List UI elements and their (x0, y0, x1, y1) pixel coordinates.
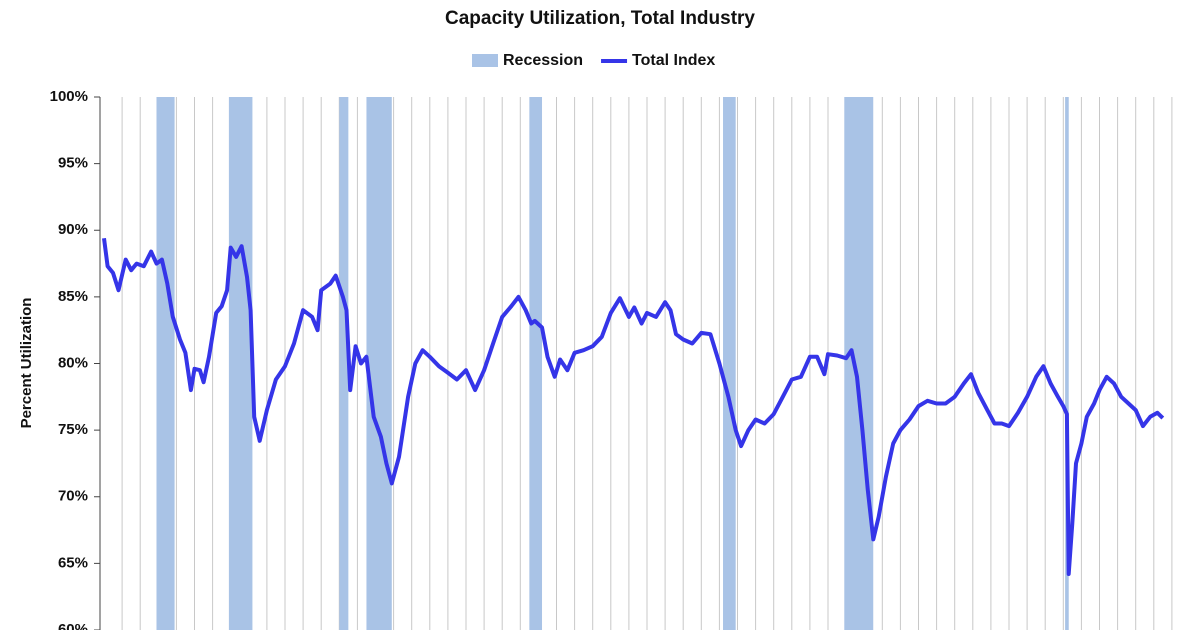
recession-band (1065, 97, 1069, 630)
recession-band (228, 97, 253, 630)
recession-band (844, 97, 874, 630)
legend-label: Total Index (632, 52, 715, 69)
y-tick-label: 80% (58, 354, 88, 371)
recession-band (366, 97, 392, 630)
y-tick-label: 95% (58, 155, 88, 172)
y-tick-label: 75% (58, 421, 88, 438)
recession-band (723, 97, 736, 630)
y-axis-label: Percent Utilization (18, 298, 35, 429)
y-tick-label: 65% (58, 554, 88, 571)
recession-band (156, 97, 175, 630)
recession-band (529, 97, 543, 630)
y-tick-label: 100% (50, 88, 88, 105)
chart-title: Capacity Utilization, Total Industry (445, 8, 755, 29)
y-tick-label: 90% (58, 221, 88, 238)
y-tick-label: 60% (58, 621, 88, 630)
data-line (102, 237, 1165, 576)
legend-swatch (472, 54, 498, 67)
y-tick-label: 70% (58, 488, 88, 505)
recession-band (339, 97, 349, 630)
legend-label: Recession (503, 52, 583, 69)
y-tick-label: 85% (58, 288, 88, 305)
